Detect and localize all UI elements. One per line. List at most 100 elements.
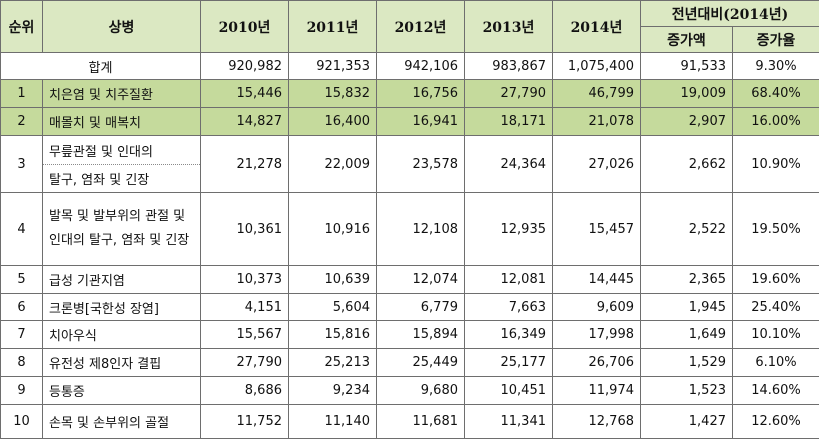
value-2013: 11,341 xyxy=(464,404,553,439)
value-2010: 10,361 xyxy=(200,192,289,266)
increase-amount: 2,522 xyxy=(640,192,733,266)
rank-cell: 9 xyxy=(0,376,43,405)
value-2010: 15,567 xyxy=(200,320,289,349)
value-2010: 27,790 xyxy=(200,348,289,377)
total-2012: 942,106 xyxy=(376,52,465,80)
rank-cell: 5 xyxy=(0,265,43,294)
header-increase-amount: 증가액 xyxy=(640,26,733,53)
table-row: 6 크론병[국한성 장염] 4,151 5,604 6,779 7,663 9,… xyxy=(0,293,819,321)
increase-rate: 6.10% xyxy=(732,348,819,377)
increase-amount: 2,662 xyxy=(640,135,733,193)
increase-rate: 68.40% xyxy=(732,79,819,108)
value-2012: 16,756 xyxy=(376,79,465,108)
header-row: 순위 상병 2010년 2011년 2012년 2013년 2014년 전년대비… xyxy=(0,0,819,53)
header-year-2011: 2011년 xyxy=(288,0,377,53)
header-year-2014: 2014년 xyxy=(552,0,641,53)
value-2013: 12,081 xyxy=(464,265,553,294)
value-2014: 14,445 xyxy=(552,265,641,294)
value-2013: 18,171 xyxy=(464,107,553,136)
disease-name: 크론병[국한성 장염] xyxy=(42,293,201,321)
value-2010: 14,827 xyxy=(200,107,289,136)
table-row: 2 매몰치 및 매복치 14,827 16,400 16,941 18,171 … xyxy=(0,107,819,136)
increase-rate: 19.60% xyxy=(732,265,819,294)
increase-rate: 12.60% xyxy=(732,404,819,439)
value-2010: 11,752 xyxy=(200,404,289,439)
value-2011: 11,140 xyxy=(288,404,377,439)
table-row: 7 치아우식 15,567 15,816 15,894 16,349 17,99… xyxy=(0,320,819,349)
increase-amount: 1,529 xyxy=(640,348,733,377)
increase-rate: 19.50% xyxy=(732,192,819,266)
disease-name-line1: 무릎관절 및 인대의 xyxy=(42,135,201,165)
disease-name: 유전성 제8인자 결핍 xyxy=(42,348,201,377)
value-2010: 21,278 xyxy=(200,135,289,193)
value-2011: 22,009 xyxy=(288,135,377,193)
value-2012: 6,779 xyxy=(376,293,465,321)
header-year-2012: 2012년 xyxy=(376,0,465,53)
increase-amount: 1,649 xyxy=(640,320,733,349)
value-2014: 12,768 xyxy=(552,404,641,439)
rank-cell: 4 xyxy=(0,192,43,266)
value-2014: 17,998 xyxy=(552,320,641,349)
total-2013: 983,867 xyxy=(464,52,553,80)
value-2013: 25,177 xyxy=(464,348,553,377)
increase-rate: 16.00% xyxy=(732,107,819,136)
total-rate: 9.30% xyxy=(732,52,819,80)
rank-cell: 8 xyxy=(0,348,43,377)
disease-name: 급성 기관지염 xyxy=(42,265,201,294)
table-row: 4 발목 및 발부위의 관절 및 인대의 탈구, 염좌 및 긴장 10,361 … xyxy=(0,192,819,266)
rank-cell: 10 xyxy=(0,404,43,439)
value-2013: 27,790 xyxy=(464,79,553,108)
increase-rate: 14.60% xyxy=(732,376,819,405)
disease-name: 치아우식 xyxy=(42,320,201,349)
header-increase-rate: 증가율 xyxy=(732,26,819,53)
total-row: 합계 920,982 921,353 942,106 983,867 1,075… xyxy=(0,52,819,80)
header-rank: 순위 xyxy=(0,0,43,53)
table-row: 5 급성 기관지염 10,373 10,639 12,074 12,081 14… xyxy=(0,265,819,294)
value-2010: 15,446 xyxy=(200,79,289,108)
value-2010: 4,151 xyxy=(200,293,289,321)
value-2010: 10,373 xyxy=(200,265,289,294)
value-2014: 11,974 xyxy=(552,376,641,405)
rank-cell: 3 xyxy=(0,135,43,193)
value-2011: 16,400 xyxy=(288,107,377,136)
value-2012: 23,578 xyxy=(376,135,465,193)
value-2011: 10,916 xyxy=(288,192,377,266)
value-2014: 26,706 xyxy=(552,348,641,377)
increase-amount: 1,523 xyxy=(640,376,733,405)
increase-amount: 19,009 xyxy=(640,79,733,108)
disease-name: 손목 및 손부위의 골절 xyxy=(42,404,201,439)
table-row: 10 손목 및 손부위의 골절 11,752 11,140 11,681 11,… xyxy=(0,404,819,439)
table-row: 1 치은염 및 치주질환 15,446 15,832 16,756 27,790… xyxy=(0,79,819,108)
value-2011: 25,213 xyxy=(288,348,377,377)
increase-amount: 1,945 xyxy=(640,293,733,321)
value-2010: 8,686 xyxy=(200,376,289,405)
value-2012: 16,941 xyxy=(376,107,465,136)
total-2011: 921,353 xyxy=(288,52,377,80)
table-row: 9 등통증 8,686 9,234 9,680 10,451 11,974 1,… xyxy=(0,376,819,405)
value-2014: 21,078 xyxy=(552,107,641,136)
rank-cell: 6 xyxy=(0,293,43,321)
value-2011: 15,816 xyxy=(288,320,377,349)
total-label: 합계 xyxy=(0,52,201,80)
value-2011: 5,604 xyxy=(288,293,377,321)
value-2011: 15,832 xyxy=(288,79,377,108)
disease-name: 치은염 및 치주질환 xyxy=(42,79,201,108)
disease-name-line2: 탈구, 염좌 및 긴장 xyxy=(42,164,201,193)
total-increase: 91,533 xyxy=(640,52,733,80)
value-2014: 9,609 xyxy=(552,293,641,321)
value-2013: 24,364 xyxy=(464,135,553,193)
disease-name: 발목 및 발부위의 관절 및 인대의 탈구, 염좌 및 긴장 xyxy=(42,192,201,266)
value-2014: 27,026 xyxy=(552,135,641,193)
value-2012: 15,894 xyxy=(376,320,465,349)
disease-name: 매몰치 및 매복치 xyxy=(42,107,201,136)
increase-rate: 10.10% xyxy=(732,320,819,349)
rank-cell: 7 xyxy=(0,320,43,349)
value-2013: 12,935 xyxy=(464,192,553,266)
increase-amount: 2,365 xyxy=(640,265,733,294)
rank-cell: 2 xyxy=(0,107,43,136)
value-2012: 11,681 xyxy=(376,404,465,439)
value-2012: 9,680 xyxy=(376,376,465,405)
rank-cell: 1 xyxy=(0,79,43,108)
increase-amount: 2,907 xyxy=(640,107,733,136)
increase-rate: 25.40% xyxy=(732,293,819,321)
